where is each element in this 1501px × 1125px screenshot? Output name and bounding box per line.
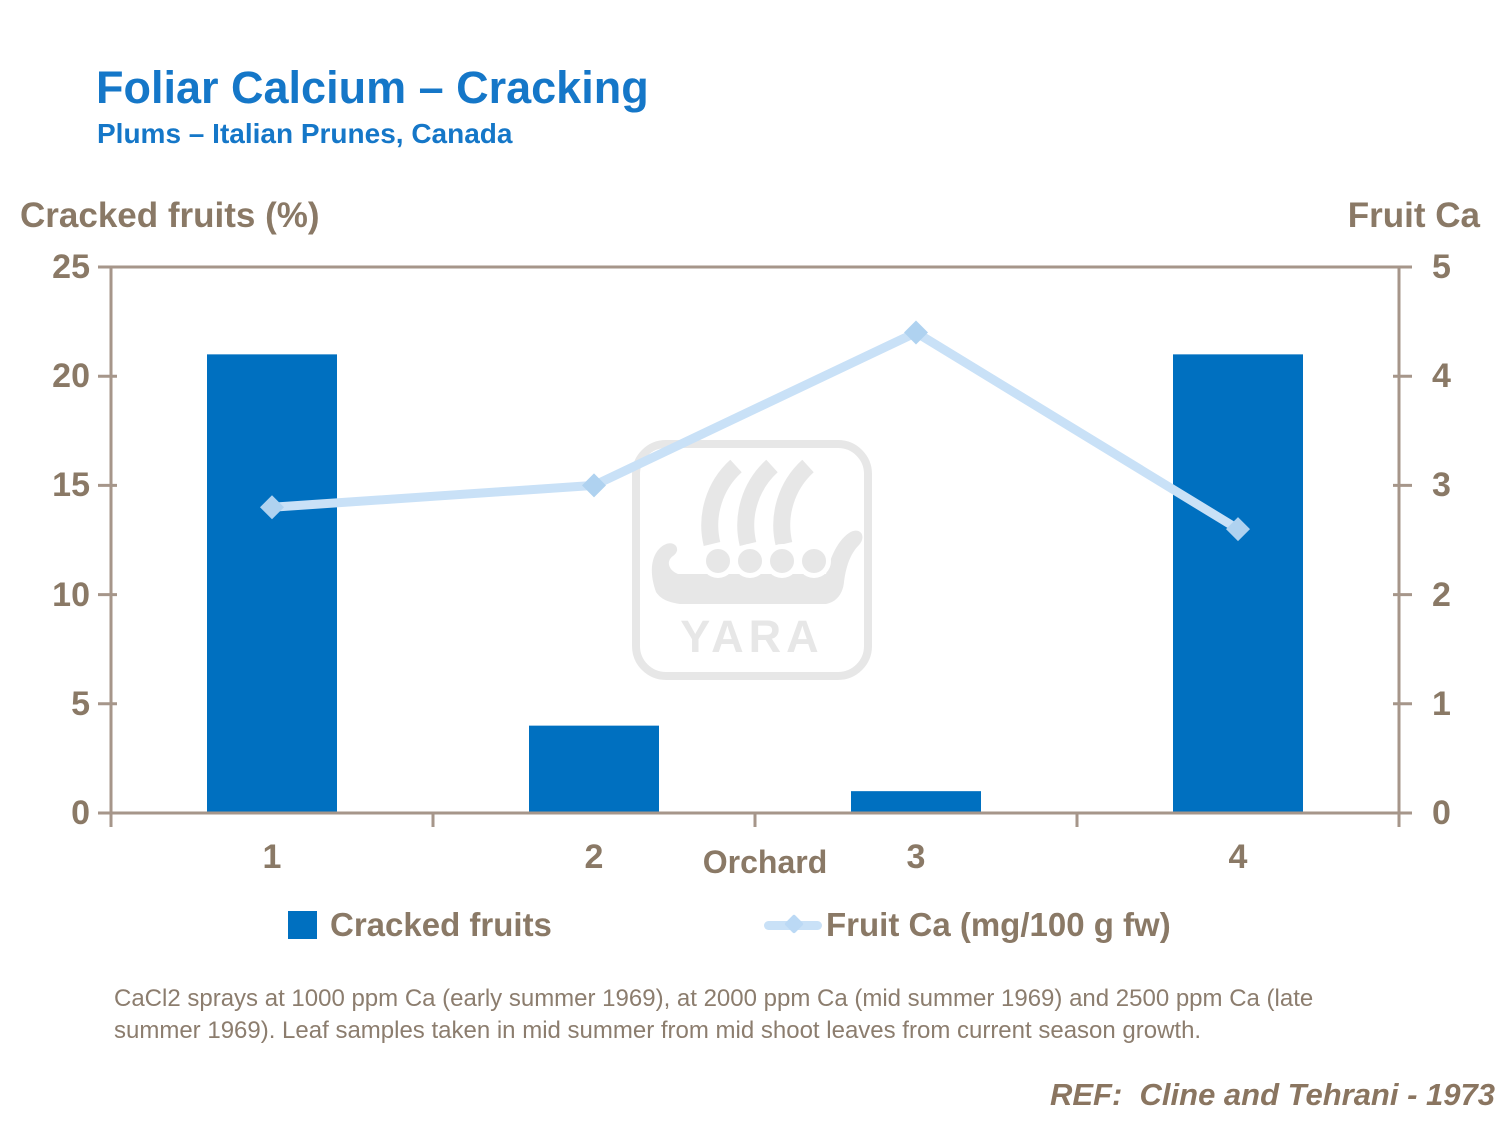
bar-orchard-4 [1173, 354, 1303, 813]
reference-citation: REF: Cline and Tehrani - 1973 [1049, 1077, 1495, 1112]
bar-orchard-2 [529, 725, 659, 813]
left-tick-label-0: 0 [71, 794, 90, 832]
right-tick-label-4: 4 [1432, 357, 1451, 396]
slide-subtitle: Plums – Italian Prunes, Canada [97, 118, 513, 149]
watermark-sail-icon [701, 459, 742, 546]
fruit-ca-marker-orchard-3 [904, 320, 928, 345]
yara-watermark-logo: YARA [632, 440, 872, 680]
legend-label-cracked-fruits: Cracked fruits [330, 906, 552, 943]
fruit-ca-marker-orchard-1 [260, 495, 284, 520]
slide-title: Foliar Calcium – Cracking [96, 62, 649, 113]
legend-label-fruit-ca: Fruit Ca (mg/100 g fw) [826, 906, 1171, 943]
left-tick-label-15: 15 [52, 466, 90, 505]
footnote-line-2: summer 1969). Leaf samples taken in mid … [114, 1017, 1202, 1044]
fruit-ca-marker-orchard-2 [582, 473, 606, 498]
watermark-hull-icon [651, 530, 863, 604]
watermark-text: YARA [680, 611, 823, 662]
left-tick-label-5: 5 [71, 684, 90, 723]
left-tick-label-20: 20 [52, 357, 90, 396]
watermark-frame [632, 440, 872, 680]
category-label-1: 1 [262, 838, 282, 876]
watermark-shield-icon [797, 544, 831, 578]
left-tick-label-25: 25 [52, 248, 90, 286]
legend-bar-swatch-icon [288, 911, 317, 939]
right-tick-label-1: 1 [1432, 684, 1451, 723]
watermark-sail-icon [737, 459, 778, 546]
fruit-ca-line [267, 328, 1243, 534]
bar-orchard-3 [851, 791, 981, 813]
right-tick-label-5: 5 [1432, 248, 1451, 286]
watermark-sail-icon [773, 459, 814, 546]
watermark-shield-icon [733, 544, 767, 578]
fruit-ca-marker-orchard-4 [1226, 517, 1250, 542]
category-label-3: 3 [906, 838, 926, 876]
right-tick-label-2: 2 [1432, 575, 1451, 614]
bar-orchard-1 [207, 354, 337, 813]
watermark-shield-icon [701, 544, 735, 578]
right-tick-label-3: 3 [1432, 466, 1451, 505]
footnote-line-1: CaCl2 sprays at 1000 ppm Ca (early summe… [114, 985, 1314, 1012]
category-label-2: 2 [584, 838, 604, 876]
x-axis-label: Orchard [702, 844, 828, 880]
right-axis-title: Fruit Ca [1347, 196, 1480, 235]
watermark-shield-icon [765, 544, 799, 578]
left-tick-label-10: 10 [52, 575, 90, 614]
right-tick-label-0: 0 [1432, 794, 1451, 832]
category-label-4: 4 [1228, 838, 1248, 876]
left-axis-title: Cracked fruits (%) [20, 196, 320, 235]
